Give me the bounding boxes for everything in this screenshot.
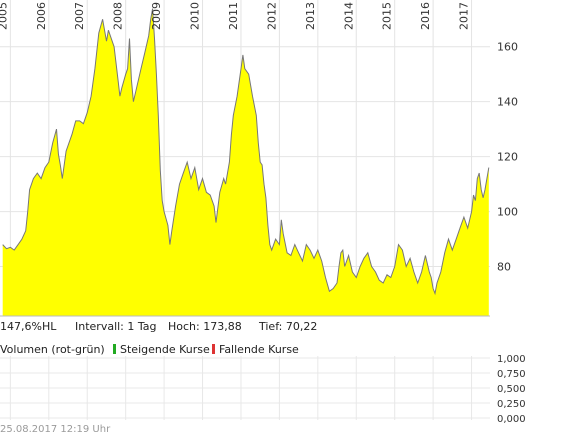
x-tick-label: 2013 (304, 2, 317, 30)
x-tick-label: 2005 (0, 2, 9, 30)
x-tick-label: 2007 (73, 2, 86, 30)
year-axis: 2005 2006 2007 2008 2009 2010 2011 2012 2013 2014… (0, 2, 471, 30)
price-axis: 160 140 120 100 80 (497, 41, 518, 274)
volume-tick-label: 0,250 (497, 399, 526, 410)
x-tick-label: 2014 (342, 2, 355, 30)
timestamp: 25.08.2017 12:19 Uhr (0, 424, 111, 434)
rising-legend-swatch (113, 344, 116, 354)
high-label: Hoch: 173,88 (168, 320, 242, 333)
falling-legend-swatch (212, 344, 215, 354)
volume-tick-label: 0,000 (497, 414, 526, 425)
interval-label: Intervall: 1 Tag (75, 320, 157, 333)
price-line (2, 8, 490, 296)
y-tick-label: 160 (497, 41, 518, 54)
y-tick-label: 80 (497, 261, 511, 274)
change-label: 147,6%HL (0, 320, 57, 333)
x-tick-label: 2011 (227, 2, 240, 30)
y-tick-label: 100 (497, 206, 518, 219)
x-tick-label: 2008 (112, 2, 125, 30)
rising-legend-label: Steigende Kurse (120, 343, 210, 356)
low-label: Tief: 70,22 (258, 320, 317, 333)
x-tick-label: 2010 (189, 2, 202, 30)
y-tick-label: 140 (497, 96, 518, 109)
volume-tick-label: 1,000 (497, 354, 526, 365)
x-tick-label: 2017 (458, 2, 471, 30)
y-tick-label: 120 (497, 151, 518, 164)
x-tick-label: 2016 (419, 2, 432, 30)
x-tick-label: 2015 (381, 2, 394, 30)
volume-grid-horizontal (0, 357, 490, 419)
falling-legend-label: Fallende Kurse (219, 343, 299, 356)
volume-title: Volumen (rot-grün) (0, 343, 105, 356)
x-tick-label: 2009 (150, 2, 163, 30)
volume-tick-label: 0,500 (497, 384, 526, 395)
x-tick-label: 2006 (35, 2, 48, 30)
volume-axis: 1,000 0,750 0,500 0,250 0,000 (497, 354, 526, 425)
x-tick-label: 2012 (265, 2, 278, 30)
volume-tick-label: 0,750 (497, 369, 526, 380)
price-area (2, 8, 489, 316)
